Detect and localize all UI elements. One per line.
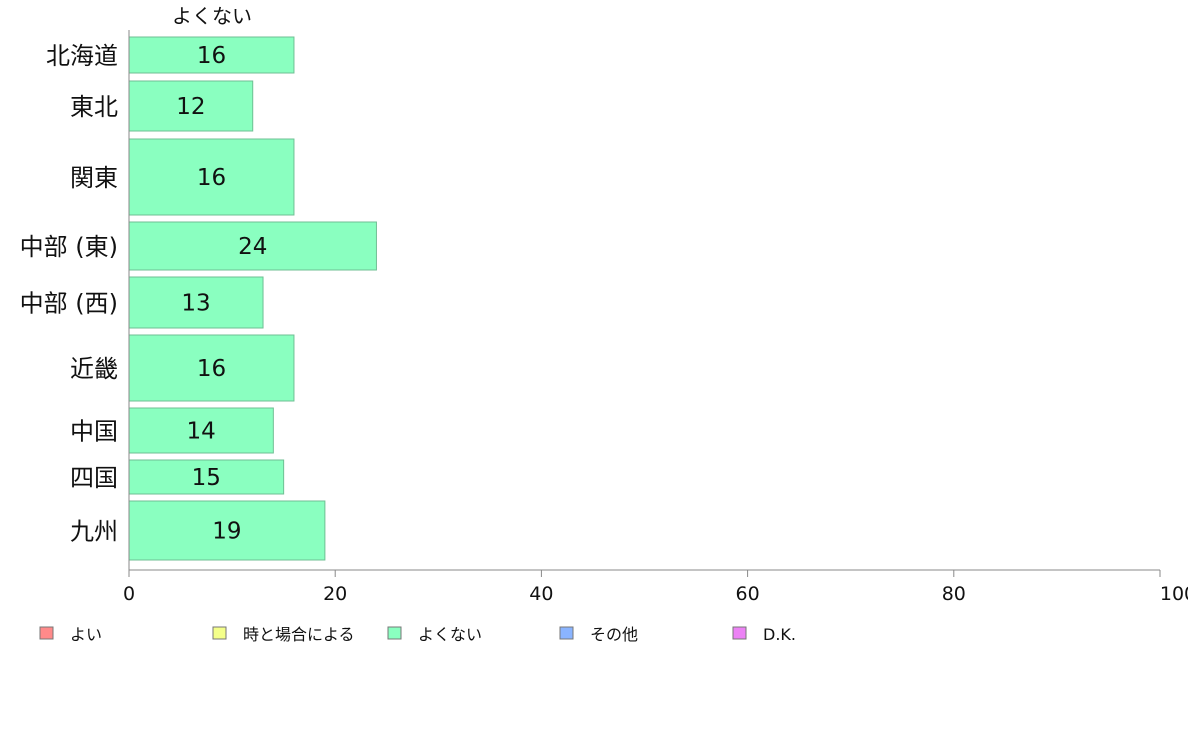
category-label-2: 関東 [70,164,118,192]
bar-6 [128,407,274,454]
category-label-8: 九州 [70,518,118,546]
legend-label-3: その他 [590,625,638,644]
bar-1 [128,80,254,132]
value-label-6: 14 [187,419,216,445]
bars: 北海道 16 東北 12 関東 16 中部 (東) 24 中部 (西) 13 近畿 16 中国 14 四国 1… [20,36,377,561]
x-tick-label-4: 80 [942,583,966,605]
legend: よい 時と場合による よくない その他 D.K. [39,625,796,644]
legend-label-0: よい [70,625,102,644]
legend-label-2: よくない [418,625,482,644]
category-label-5: 近畿 [70,355,118,383]
value-label-4: 13 [181,291,210,317]
x-tick-label-3: 60 [736,583,760,605]
legend-swatch-2 [387,626,402,640]
category-label-0: 北海道 [46,42,118,70]
bar-4 [128,276,264,329]
legend-swatch-4 [732,626,747,640]
x-tick-label-1: 20 [323,583,347,605]
legend-label-4: D.K. [763,625,796,644]
bar-5 [128,334,295,402]
bar-0 [128,36,295,74]
legend-swatch-0 [39,626,54,640]
value-label-0: 16 [197,43,226,69]
value-label-2: 16 [197,165,226,191]
category-label-3: 中部 (東) [20,233,118,261]
category-label-6: 中国 [70,418,118,446]
category-label-7: 四国 [70,464,118,492]
x-tick-label-0: 0 [123,583,135,605]
legend-swatch-1 [212,626,227,640]
series-title: よくない [172,4,252,28]
legend-label-1: 時と場合による [243,625,355,644]
value-label-3: 24 [238,234,267,260]
value-label-5: 16 [197,356,226,382]
bar-3 [128,221,377,271]
category-label-4: 中部 (西) [20,290,118,318]
category-label-1: 東北 [70,93,118,121]
value-label-1: 12 [176,94,205,120]
x-tick-label-5: 100 [1160,583,1188,605]
x-tick-label-2: 40 [529,583,553,605]
x-axis: 0 20 40 60 80 100 [123,30,1188,605]
bar-2 [128,138,295,216]
value-label-8: 19 [212,519,241,545]
value-label-7: 15 [192,465,221,491]
legend-swatch-3 [559,626,574,640]
